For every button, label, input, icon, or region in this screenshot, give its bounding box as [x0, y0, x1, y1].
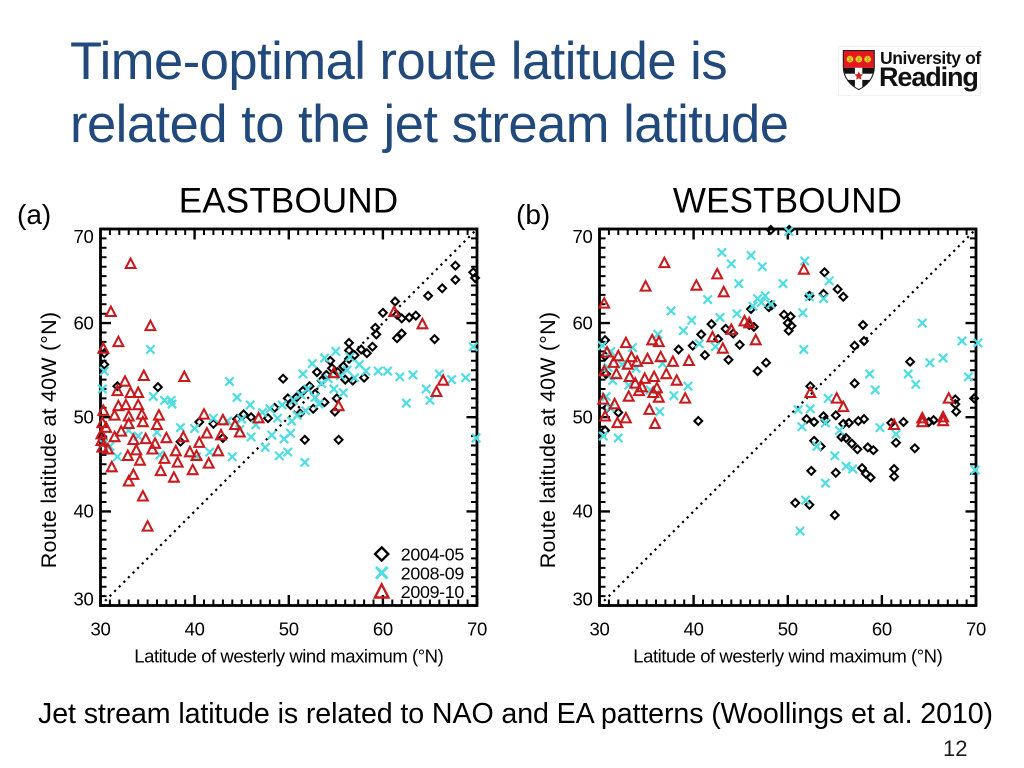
svg-text:40: 40: [573, 501, 593, 522]
svg-text:60: 60: [872, 619, 892, 640]
svg-text:30: 30: [91, 619, 111, 640]
svg-text:2009-10: 2009-10: [401, 582, 465, 602]
svg-text:50: 50: [778, 619, 798, 640]
svg-text:Latitude of westerly wind maxi: Latitude of westerly wind maximum (°N): [633, 646, 942, 667]
svg-text:(a): (a): [17, 199, 51, 230]
svg-text:40: 40: [684, 619, 704, 640]
svg-text:EASTBOUND: EASTBOUND: [179, 182, 399, 221]
svg-text:70: 70: [74, 226, 94, 247]
svg-text:Latitude of westerly wind maxi: Latitude of westerly wind maximum (°N): [134, 646, 443, 667]
svg-text:30: 30: [74, 589, 94, 610]
svg-text:2004-05: 2004-05: [401, 545, 465, 565]
svg-text:30: 30: [573, 589, 593, 610]
svg-text:70: 70: [467, 619, 487, 640]
svg-text:60: 60: [74, 312, 94, 333]
svg-text:WESTBOUND: WESTBOUND: [673, 182, 902, 221]
svg-text:Route latitude at 40W (°N): Route latitude at 40W (°N): [37, 312, 61, 568]
svg-text:60: 60: [373, 619, 393, 640]
svg-text:40: 40: [74, 501, 94, 522]
svg-text:30: 30: [590, 619, 610, 640]
svg-text:50: 50: [573, 407, 593, 428]
svg-text:70: 70: [573, 226, 593, 247]
svg-text:(b): (b): [516, 199, 550, 230]
svg-text:40: 40: [185, 619, 205, 640]
svg-text:Route latitude at 40W (°N): Route latitude at 40W (°N): [536, 312, 560, 568]
svg-text:2008-09: 2008-09: [401, 563, 465, 583]
svg-text:70: 70: [966, 619, 986, 640]
svg-text:50: 50: [279, 619, 299, 640]
svg-text:60: 60: [573, 312, 593, 333]
svg-text:50: 50: [74, 407, 94, 428]
